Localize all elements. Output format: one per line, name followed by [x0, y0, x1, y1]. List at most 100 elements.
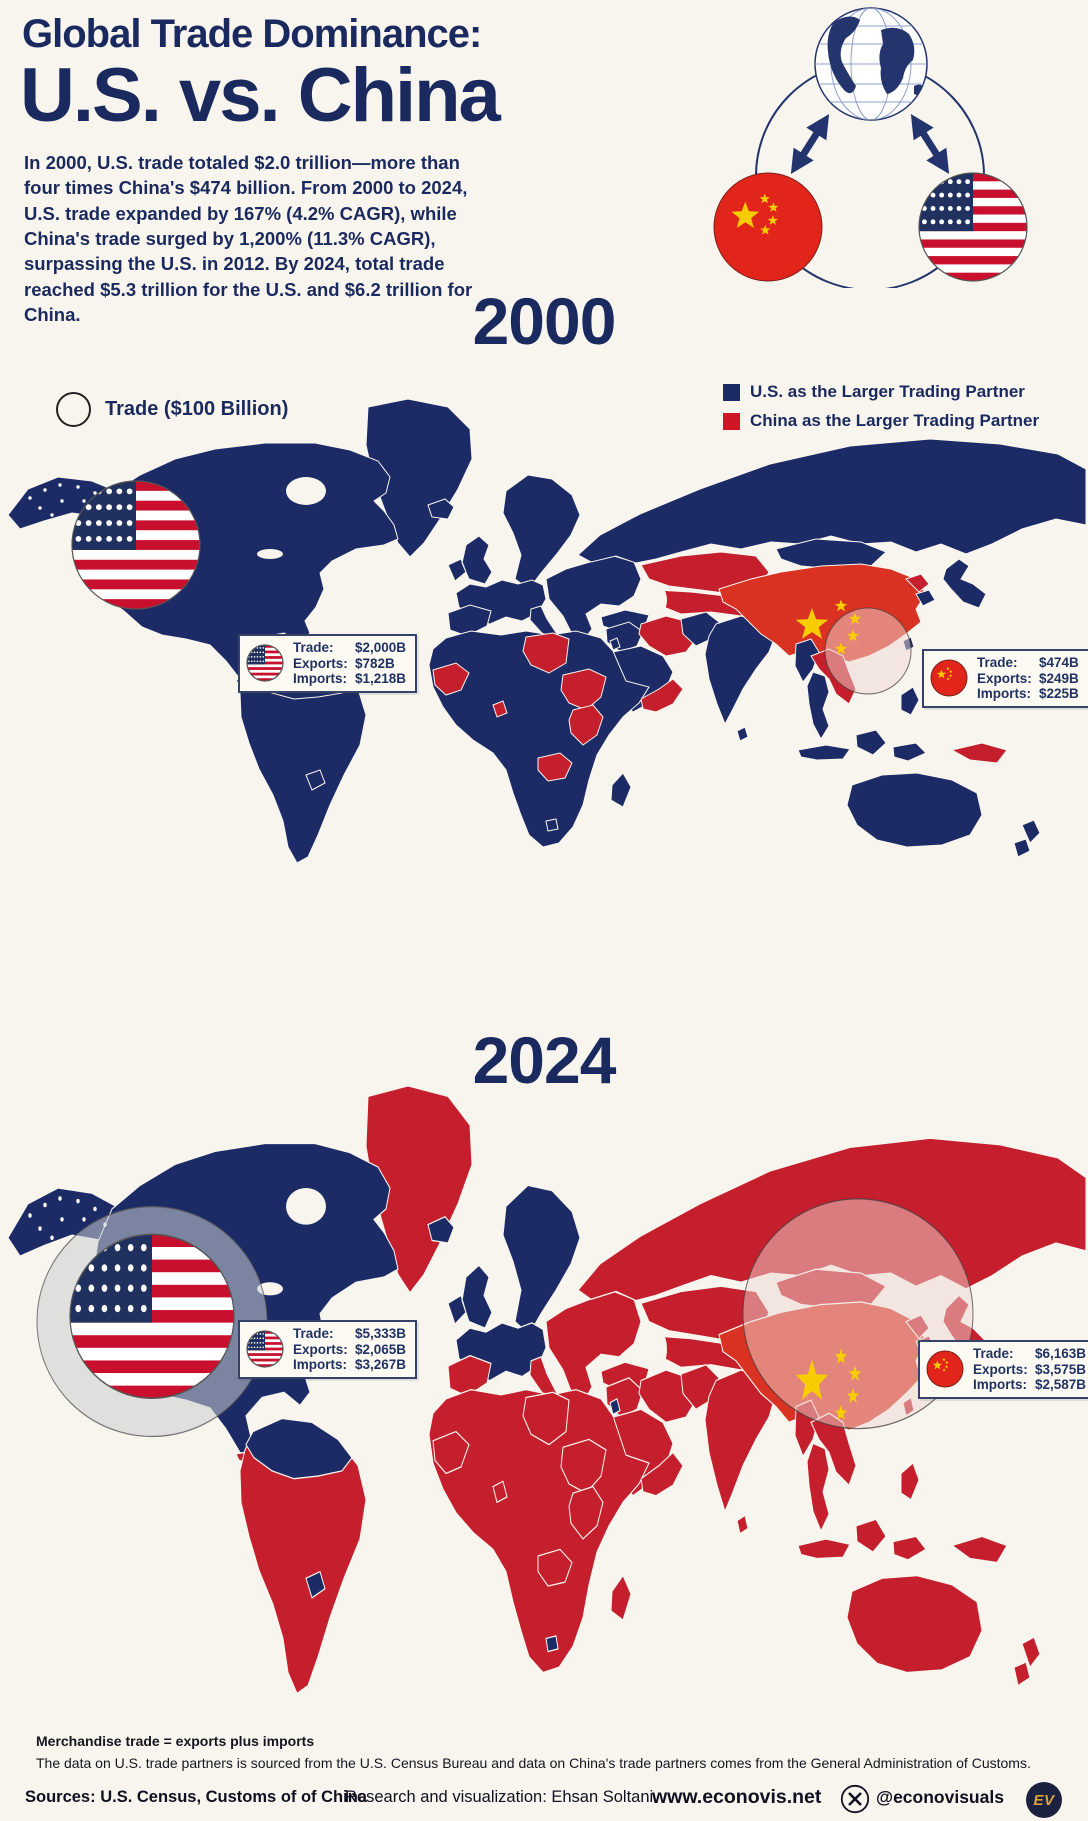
trade-label: Trade:: [973, 1346, 1014, 1361]
china-trade-bubble: [742, 1198, 974, 1430]
region-zambia: [537, 1548, 573, 1587]
bubble-legend-label: Trade ($100 Billion): [105, 398, 289, 420]
bubble-size-legend: Trade ($100 Billion): [56, 392, 288, 427]
us-trade-stats-2024: Trade: $5,333B Exports: $2,065B Imports: $3…: [238, 1320, 418, 1379]
region-south_korea: [915, 589, 936, 607]
region-srilanka: [736, 1514, 749, 1535]
exchange-arrow-right-icon: [910, 113, 950, 175]
region-borneo: [855, 1518, 887, 1553]
research-credit: Research and visualization: Ehsan Soltan…: [345, 1788, 654, 1806]
color-legend: U.S. as the Larger Trading Partner China…: [723, 382, 1039, 431]
region-paraguay: [305, 1570, 326, 1599]
footnote-definition: Merchandise trade = exports plus imports: [36, 1733, 315, 1749]
intro-paragraph: In 2000, U.S. trade totaled $2.0 trillio…: [24, 152, 473, 326]
region-scandinavia: [502, 474, 581, 590]
region-iberia: [447, 1354, 492, 1397]
exports-label: Exports:: [973, 1361, 1028, 1377]
region-nz: [1013, 819, 1041, 858]
region-mauritania: [432, 1430, 470, 1475]
footer-bar: Sources: U.S. Census, Customs of of Chin…: [0, 1782, 1088, 1821]
region-north_korea: [905, 573, 930, 593]
website-link: www.econovis.net: [652, 1786, 822, 1808]
world-map-2000: Trade: $2,000B Exports: $782B Imports: $1,2…: [0, 393, 1088, 868]
us-flag-icon: [918, 172, 1028, 282]
region-uk_ireland: [447, 535, 493, 585]
us-exports-value-2000: $782B: [355, 655, 395, 671]
region-east_africa: [568, 1485, 604, 1540]
china-imports-value-2000: $225B: [1039, 686, 1079, 702]
footnote-sources-detail: The data on U.S. trade partners is sourc…: [36, 1755, 1031, 1771]
region-east_africa: [568, 704, 604, 746]
region-png: [950, 742, 1008, 764]
china-exports-value-2024: $3,575B: [1035, 1361, 1087, 1377]
region-benin: [492, 1480, 508, 1504]
region-sulawesi: [892, 742, 927, 762]
china-imports-value-2024: $2,587B: [1035, 1377, 1087, 1393]
imports-label: Imports:: [973, 1377, 1027, 1393]
globe-icon: [814, 7, 928, 121]
us-color-swatch-icon: [723, 383, 740, 401]
region-lesotho: [545, 818, 559, 832]
exports-label: Exports:: [977, 670, 1032, 686]
china-trade-stats-2000: Trade: $474B Exports: $249B Imports: $225B: [922, 649, 1088, 708]
region-russia: [577, 438, 1087, 564]
region-thailand_malay: [806, 671, 830, 741]
trade-label: Trade:: [293, 1326, 334, 1341]
region-indonesia: [797, 744, 851, 761]
us-flag-icon: [246, 644, 284, 682]
us-imports-value-2024: $3,267B: [355, 1357, 407, 1373]
china-flag-icon: [930, 659, 968, 697]
region-zambia: [537, 752, 573, 782]
region-israel: [609, 1397, 621, 1416]
section-title-2024: 2024: [472, 1023, 617, 1097]
exports-label: Exports:: [293, 1341, 348, 1357]
region-thailand_malay: [806, 1442, 830, 1533]
region-australia: [846, 772, 983, 848]
region-philippines: [900, 686, 920, 716]
us-trade-value-2024: $5,333B: [355, 1326, 407, 1341]
section-title-2000: 2000: [472, 284, 617, 358]
globe-flags-illustration: [598, 0, 1088, 291]
page-title: Global Trade Dominance:: [22, 12, 482, 56]
us-imports-value-2000: $1,218B: [355, 671, 407, 687]
bubble-legend-circle-icon: [56, 392, 91, 427]
china-flag-icon: [926, 1350, 964, 1388]
region-sudan: [560, 1438, 607, 1494]
region-sulawesi: [892, 1535, 927, 1561]
x-social-icon: [840, 1784, 870, 1814]
us-flag-icon: [69, 1233, 235, 1400]
china-flag-stars-icon: [795, 599, 862, 655]
china-trade-value-2024: $6,163B: [1035, 1346, 1087, 1361]
imports-label: Imports:: [293, 671, 347, 687]
region-sudan: [560, 668, 607, 711]
us-flag-icon: [71, 480, 201, 610]
region-nsa: [245, 1417, 353, 1480]
region-yemen_oman: [640, 1451, 684, 1497]
imports-label: Imports:: [293, 1357, 347, 1373]
us-exports-value-2024: $2,065B: [355, 1341, 407, 1357]
econovis-logo: EV: [1026, 1782, 1062, 1818]
us-flag-icon: [246, 1330, 284, 1368]
map2000-svg: [7, 398, 1087, 864]
page-subtitle: U.S. vs. China: [20, 53, 501, 138]
us-trade-stats-2000: Trade: $2,000B Exports: $782B Imports: $1,2…: [238, 634, 418, 693]
imports-label: Imports:: [977, 686, 1031, 702]
china-trade-stats-2024: Trade: $6,163B Exports: $3,575B Imports: $2…: [918, 1340, 1088, 1399]
world-map-2024: Trade: $5,333B Exports: $2,065B Imports: $3…: [0, 1078, 1088, 1700]
region-paraguay: [305, 769, 326, 791]
legend-china-label: China as the Larger Trading Partner: [750, 411, 1040, 430]
footnotes: Merchandise trade = exports plus imports…: [36, 1733, 1066, 1771]
region-nz: [1013, 1636, 1041, 1687]
region-madagascar: [610, 1574, 632, 1622]
china-exports-value-2000: $249B: [1039, 670, 1079, 686]
sources-text: Sources: U.S. Census, Customs of of Chin…: [25, 1788, 367, 1806]
region-philippines: [900, 1462, 920, 1501]
region-australia: [846, 1574, 983, 1674]
china-trade-value-2000: $474B: [1039, 655, 1079, 670]
trade-label: Trade:: [293, 640, 334, 655]
exports-label: Exports:: [293, 655, 348, 671]
region-png: [950, 1535, 1008, 1564]
region-libya: [522, 632, 570, 674]
hero-illustration-svg: [713, 7, 1028, 291]
exchange-arrow-left-icon: [790, 113, 830, 175]
